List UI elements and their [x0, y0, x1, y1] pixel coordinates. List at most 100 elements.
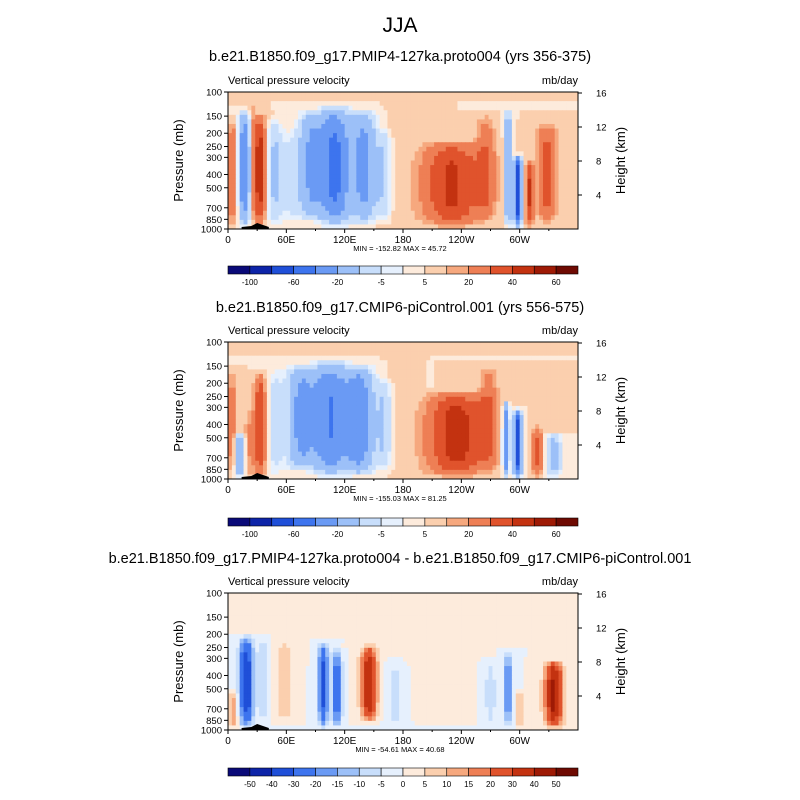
field-cell	[286, 428, 291, 434]
field-cell	[317, 392, 322, 398]
field-cell	[294, 396, 299, 402]
field-cell	[325, 373, 330, 379]
field-cell	[445, 369, 451, 375]
field-cell	[282, 133, 287, 139]
field-cell	[496, 437, 501, 443]
field-cell	[570, 433, 575, 439]
field-cell	[278, 114, 283, 120]
field-cell	[508, 396, 513, 402]
field-cell	[348, 155, 353, 161]
field-cell	[375, 174, 381, 180]
field-cell	[364, 387, 369, 393]
field-cell	[239, 146, 244, 152]
field-cell	[313, 437, 318, 443]
field-cell	[445, 160, 451, 166]
field-cell	[270, 133, 276, 139]
field-cell	[298, 206, 303, 212]
field-cell	[263, 206, 268, 212]
field-cell	[488, 351, 493, 357]
field-cell	[403, 187, 408, 193]
field-cell	[410, 401, 416, 407]
field-cell	[539, 373, 544, 379]
field-cell	[259, 215, 264, 221]
field-cell	[445, 215, 451, 221]
field-cell	[558, 110, 563, 116]
field-cell	[348, 197, 353, 202]
colorbar-swatch	[249, 265, 273, 275]
field-cell	[243, 419, 248, 425]
field-cell	[270, 428, 276, 434]
field-cell	[371, 224, 377, 230]
field-cell	[418, 178, 423, 184]
field-cell	[274, 114, 279, 120]
field-cell	[333, 206, 338, 212]
field-cell	[574, 396, 579, 402]
field-cell	[438, 392, 443, 398]
field-cell	[286, 410, 291, 416]
field-cell	[546, 351, 552, 357]
height-axis-label: Height (km)	[613, 127, 628, 194]
field-cell	[406, 346, 412, 352]
field-cell	[247, 383, 252, 389]
field-cell	[360, 224, 365, 230]
field-cell	[500, 351, 505, 357]
field-cell	[449, 401, 454, 407]
field-cell	[313, 155, 318, 161]
field-cell	[410, 342, 416, 347]
field-cell	[496, 342, 501, 347]
field-cell	[391, 396, 396, 402]
field-cell	[550, 437, 556, 443]
field-cell	[391, 96, 396, 102]
field-cell	[515, 383, 521, 389]
field-cell	[321, 110, 326, 116]
field-cell	[546, 192, 552, 198]
field-cell	[231, 428, 237, 434]
field-cell	[492, 123, 497, 129]
field-cell	[305, 387, 311, 393]
field-cell	[445, 415, 451, 421]
field-cell	[333, 146, 338, 152]
field-cell	[352, 174, 357, 180]
field-cell	[496, 101, 501, 107]
field-cell	[492, 351, 497, 357]
field-cell	[247, 351, 252, 357]
field-cell	[484, 201, 489, 207]
field-cell	[259, 383, 264, 389]
field-cell	[418, 197, 423, 202]
field-cell	[508, 355, 513, 361]
field-cell	[500, 392, 505, 398]
field-cell	[356, 387, 361, 393]
field-cell	[403, 197, 408, 202]
field-cell	[352, 437, 357, 443]
field-cell	[473, 419, 478, 425]
field-cell	[395, 351, 400, 357]
field-cell	[360, 197, 365, 202]
field-cell	[457, 419, 462, 425]
field-cell	[414, 369, 419, 375]
field-cell	[566, 378, 571, 384]
field-cell	[270, 415, 276, 421]
field-cell	[453, 360, 458, 366]
field-cell	[566, 119, 571, 125]
field-cell	[539, 174, 544, 180]
field-cell	[457, 215, 462, 221]
field-cell	[531, 92, 536, 97]
field-cell	[395, 437, 400, 443]
field-cell	[406, 378, 412, 384]
field-cell	[531, 378, 536, 384]
field-cell	[562, 424, 567, 430]
field-cell	[321, 415, 326, 421]
field-cell	[282, 105, 287, 111]
field-cell	[321, 215, 326, 221]
field-cell	[422, 383, 427, 389]
field-cell	[228, 155, 233, 161]
field-cell	[375, 392, 381, 398]
field-cell	[360, 137, 365, 143]
field-cell	[519, 369, 524, 375]
field-cell	[387, 378, 392, 384]
field-cell	[247, 360, 252, 366]
field-cell	[465, 351, 470, 357]
field-cell	[445, 410, 451, 416]
field-cell	[406, 451, 412, 457]
field-cell	[368, 165, 373, 171]
